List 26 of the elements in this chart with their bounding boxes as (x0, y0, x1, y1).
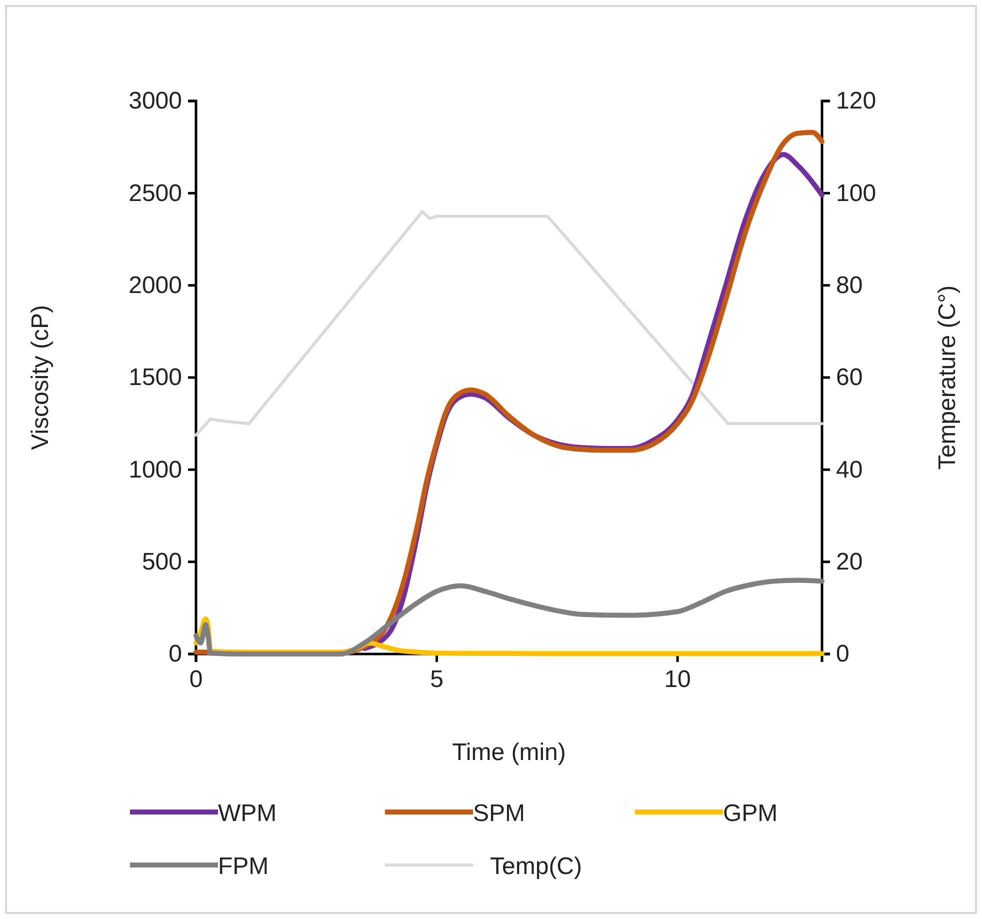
y-tick-label: 1000 (128, 456, 182, 484)
x-tick-label: 5 (430, 666, 444, 694)
y-tick-label: 500 (142, 548, 182, 576)
y-tick-label: 0 (168, 640, 182, 668)
legend-label: WPM (218, 800, 277, 827)
y2-tick-label: 100 (836, 180, 876, 207)
y-axis-title: Viscosity (cP) (27, 305, 54, 450)
y2-tick-label: 60 (836, 364, 863, 392)
y-tick-label: 2500 (128, 180, 182, 207)
legend-label: FPM (218, 853, 269, 880)
y2-tick-label: 20 (836, 548, 863, 576)
y2-tick-label: 0 (836, 640, 850, 668)
y-tick-label: 1500 (128, 364, 182, 392)
y-tick-label: 2000 (128, 272, 182, 300)
y2-axis-title: Temperature (C°) (934, 285, 961, 470)
y2-tick-label: 40 (836, 456, 863, 484)
y2-tick-label: 80 (836, 272, 863, 300)
line-series (194, 210, 824, 437)
x-axis-title: Time (min) (452, 739, 566, 766)
legend-label: GPM (723, 800, 778, 827)
legend-label: Temp(C) (490, 853, 582, 880)
legend-label: SPM (473, 800, 526, 827)
x-tick-label: 0 (189, 666, 203, 694)
x-tick-label: 10 (664, 666, 691, 694)
y-tick-label: 3000 (128, 88, 182, 115)
y2-tick-label: 120 (836, 88, 876, 115)
